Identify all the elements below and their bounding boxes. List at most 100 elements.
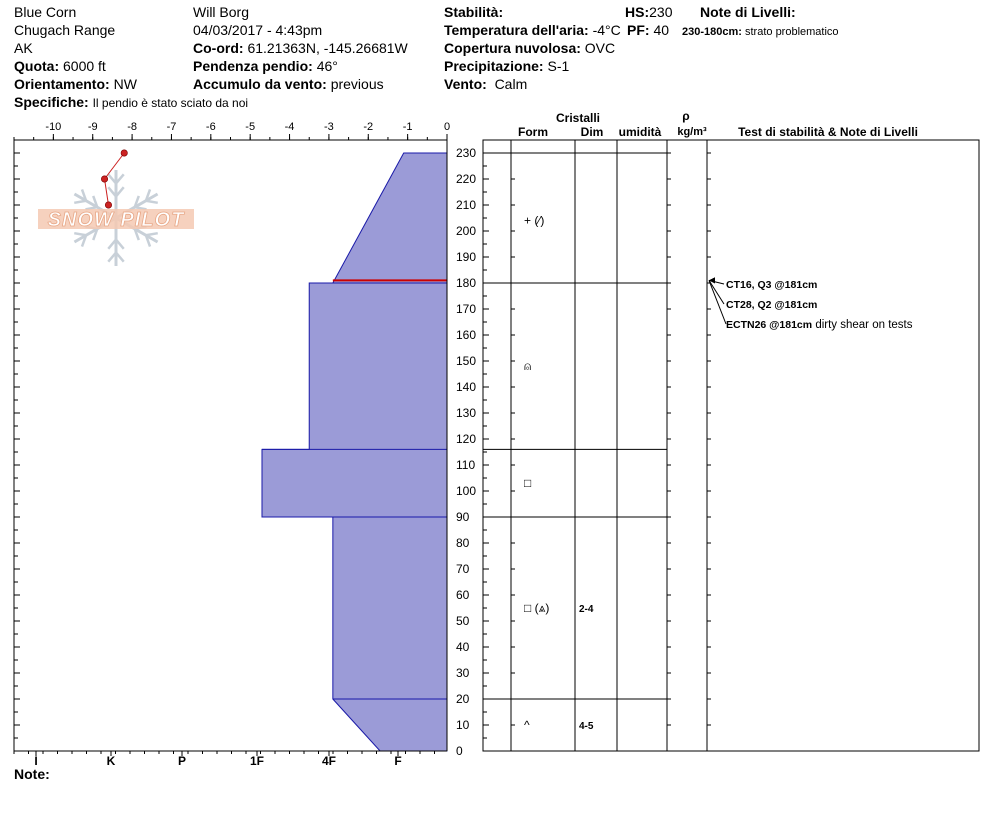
coord-value: 61.21363N, -145.26681W [247,40,408,56]
temperature-point [120,149,128,157]
hs-label: HS: [625,4,650,20]
copertura-label: Copertura nuvolosa: [444,40,581,56]
hardness-label: F [394,754,401,768]
temp-tick-label: -7 [167,121,177,133]
specifiche-label: Specifiche: [14,94,89,110]
snowflake-branch [74,231,87,237]
height-label: 20 [456,692,470,706]
stability-test-label: CT28, Q2 @181cm [726,299,817,311]
hardness-label: P [178,754,186,768]
height-label: 0 [456,744,463,758]
temperature-point [104,201,112,209]
coordinates: Co-ord: 61.21363N, -145.26681W [193,40,408,56]
snowflake-branch [92,228,99,241]
vento: Vento: Calm [444,76,527,92]
snowflake-branch [133,228,140,241]
snowflake-branch [133,195,140,208]
layer-form: □ [524,476,531,490]
coord-label: Co-ord: [193,40,244,56]
snowflake-branch [115,173,125,185]
accumulo-label: Accumulo da vento: [193,76,327,92]
profile-axes: -10 -9 -8 -7 -6 -5 -4 -3 -2 -1 0I K P 1F 4F F [13,121,450,768]
snowflake-branch [107,251,117,263]
hardness-label: 4F [322,754,336,768]
state: AK [14,40,33,56]
table-frame [482,139,980,752]
temperatura-label: Temperatura dell'aria: [444,22,589,38]
temp-tick-label: -8 [127,121,137,133]
height-label: 220 [456,172,476,186]
temp-tick-label: 0 [444,121,450,133]
height-label: 40 [456,640,470,654]
layer-form: + (⁄) [524,214,544,228]
temp-tick-label: -10 [45,121,61,133]
layer-table: 0 10 20 30 40 50 60 70 80 90 100 110 120 130 140 150 160… [456,109,980,758]
specifiche: Specifiche: Il pendio è stato sciato da … [14,94,248,111]
snowflake-branch [92,195,99,208]
stability-test-note: dirty shear on tests [812,319,913,331]
height-label: 90 [456,510,470,524]
tests-header: Test di stabilità & Note di Livelli [738,125,918,139]
height-label: 80 [456,536,470,550]
height-label: 110 [456,458,475,472]
layer-form: ⍝ [524,359,531,373]
snowflake-branch [145,231,158,237]
height-label: 10 [456,718,470,732]
precipitazione: Precipitazione: S-1 [444,58,569,74]
copertura: Copertura nuvolosa: OVC [444,40,615,56]
orientamento: Orientamento: NW [14,76,137,92]
stability-test: CT28, Q2 @181cm [726,299,817,311]
height-label: 50 [456,614,470,628]
temp-tick-label: -4 [285,121,295,133]
temp-tick-label: -9 [88,121,98,133]
layer-form: ^ [524,718,530,732]
hs-value: 230 [649,4,673,20]
quota-label: Quota: [14,58,60,74]
test-pointer-arrow [709,277,715,284]
height-label: 130 [456,406,476,420]
stability-test: ECTN26 @181cm dirty shear on tests [726,319,913,331]
height-label: 30 [456,666,470,680]
layer-form: □ (⩓) [524,601,549,615]
stabilita-label: Stabilità: [444,4,504,20]
accumulo: Accumulo da vento: previous [193,76,384,92]
hardness-label: 1F [250,754,264,768]
test-pointer-line [708,280,727,325]
datetime: 04/03/2017 - 4:43pm [193,22,323,38]
hs: HS:230 [625,4,672,20]
form-header: Form [518,125,548,139]
snowflake-branch [144,189,152,202]
pf-label: PF: [627,22,650,38]
quota: Quota: 6000 ft [14,58,106,74]
snowpilot-logo: SNOW PILOT [38,170,194,266]
temperatura-value: -4°C [592,22,621,38]
observer: Will Borg [193,4,250,20]
hardness-label: K [107,754,116,768]
accumulo-value: previous [330,76,384,92]
mountain-range: Chugach Range [14,22,116,38]
temp-tick-label: -3 [324,121,334,133]
height-label: 180 [456,276,476,290]
snowflake-branch [80,189,88,202]
umidita-header: umidità [619,125,662,139]
rho-unit-header: kg/m³ [677,126,707,138]
hardness-label: I [34,754,37,768]
height-label: 200 [456,224,476,238]
snowflake-branch [74,199,87,205]
snowflake-branch [80,234,88,247]
stability-test: CT16, Q3 @181cm [726,279,817,291]
pf: PF: 40 [627,22,669,38]
orientamento-value: NW [113,76,137,92]
height-label: 100 [456,484,476,498]
dim-header: Dim [581,125,604,139]
pendenza: Pendenza pendio: 46° [193,58,338,74]
height-label: 190 [456,250,476,264]
temperature-profile [101,149,128,209]
snowflake-branch [115,186,125,198]
height-label: 120 [456,432,476,446]
precipitazione-label: Precipitazione: [444,58,544,74]
temperatura: Temperatura dell'aria: -4°C [444,22,621,38]
pendenza-value: 46° [316,58,338,74]
snowflake-branch [145,199,158,205]
